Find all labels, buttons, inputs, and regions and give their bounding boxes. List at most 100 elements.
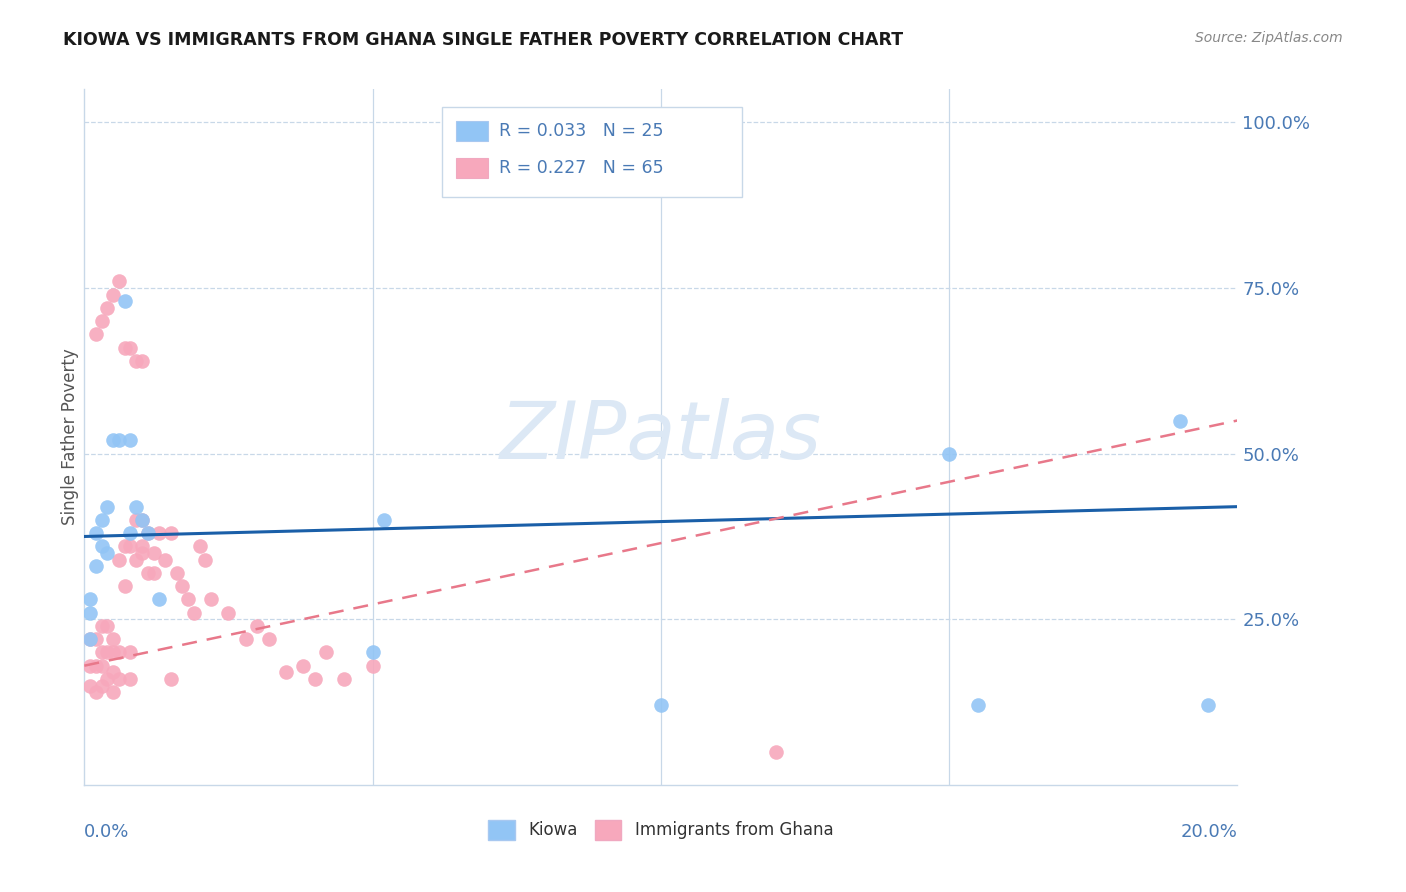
Text: Source: ZipAtlas.com: Source: ZipAtlas.com [1195, 31, 1343, 45]
Point [304, 672, 326, 686]
Point [142, 546, 165, 560]
Point [160, 672, 183, 686]
Point [103, 665, 124, 680]
Point [108, 434, 131, 448]
Point [361, 645, 384, 659]
Text: R = 0.227   N = 65: R = 0.227 N = 65 [499, 159, 664, 177]
Point [79, 632, 101, 647]
Point [84, 632, 107, 647]
Point [967, 698, 990, 713]
Point [218, 606, 240, 620]
Point [136, 566, 159, 580]
Point [79, 632, 101, 647]
Point [96, 619, 118, 633]
Point [200, 592, 222, 607]
Text: 0.0%: 0.0% [84, 823, 129, 841]
Point [1168, 413, 1191, 427]
Point [103, 645, 124, 659]
Point [765, 745, 787, 759]
Point [172, 579, 194, 593]
Point [79, 658, 101, 673]
Text: KIOWA VS IMMIGRANTS FROM GHANA SINGLE FATHER POVERTY CORRELATION CHART: KIOWA VS IMMIGRANTS FROM GHANA SINGLE FA… [63, 31, 904, 49]
Point [650, 698, 672, 713]
FancyBboxPatch shape [456, 158, 488, 178]
Point [257, 632, 280, 647]
Point [84, 327, 107, 342]
FancyBboxPatch shape [441, 106, 741, 197]
Point [114, 579, 136, 593]
Point [120, 672, 142, 686]
Point [188, 540, 211, 554]
Point [148, 592, 170, 607]
Point [103, 287, 124, 301]
Point [90, 619, 112, 633]
Point [148, 526, 170, 541]
Point [235, 632, 257, 647]
Point [136, 526, 159, 541]
Point [120, 526, 142, 541]
Point [160, 526, 183, 541]
Point [125, 513, 148, 527]
Point [103, 632, 124, 647]
Point [103, 434, 124, 448]
Point [131, 354, 153, 368]
Point [315, 645, 337, 659]
Point [90, 513, 112, 527]
Point [153, 552, 176, 566]
Point [114, 540, 136, 554]
Point [120, 540, 142, 554]
Point [108, 274, 131, 288]
Point [96, 672, 118, 686]
Point [177, 592, 200, 607]
Legend: Kiowa, Immigrants from Ghana: Kiowa, Immigrants from Ghana [482, 814, 839, 847]
Point [84, 658, 107, 673]
Point [103, 685, 124, 699]
Point [373, 513, 395, 527]
Point [120, 645, 142, 659]
Point [108, 672, 131, 686]
Point [333, 672, 356, 686]
Text: R = 0.033   N = 25: R = 0.033 N = 25 [499, 122, 664, 140]
Point [96, 645, 118, 659]
Point [938, 447, 960, 461]
Point [361, 658, 384, 673]
Point [142, 566, 165, 580]
Point [108, 552, 131, 566]
Point [79, 606, 101, 620]
Point [166, 566, 188, 580]
Point [90, 314, 112, 328]
Point [183, 606, 205, 620]
Point [96, 301, 118, 315]
Point [108, 645, 131, 659]
Point [120, 434, 142, 448]
Text: ZIPatlas: ZIPatlas [499, 398, 823, 476]
Point [1198, 698, 1220, 713]
Point [292, 658, 315, 673]
Point [131, 513, 153, 527]
Point [120, 341, 142, 355]
Point [114, 341, 136, 355]
Point [131, 540, 153, 554]
Point [125, 354, 148, 368]
Point [84, 685, 107, 699]
Point [125, 552, 148, 566]
Point [79, 679, 101, 693]
Point [90, 679, 112, 693]
Point [194, 552, 217, 566]
Point [84, 559, 107, 574]
Point [136, 526, 159, 541]
Y-axis label: Single Father Poverty: Single Father Poverty [62, 349, 80, 525]
Point [90, 540, 112, 554]
Point [131, 513, 153, 527]
Text: 20.0%: 20.0% [1181, 823, 1237, 841]
Point [79, 592, 101, 607]
Point [90, 645, 112, 659]
Point [114, 294, 136, 309]
Point [276, 665, 298, 680]
Point [125, 500, 148, 514]
Point [90, 658, 112, 673]
Point [96, 546, 118, 560]
FancyBboxPatch shape [456, 121, 488, 141]
Point [84, 526, 107, 541]
Point [131, 546, 153, 560]
